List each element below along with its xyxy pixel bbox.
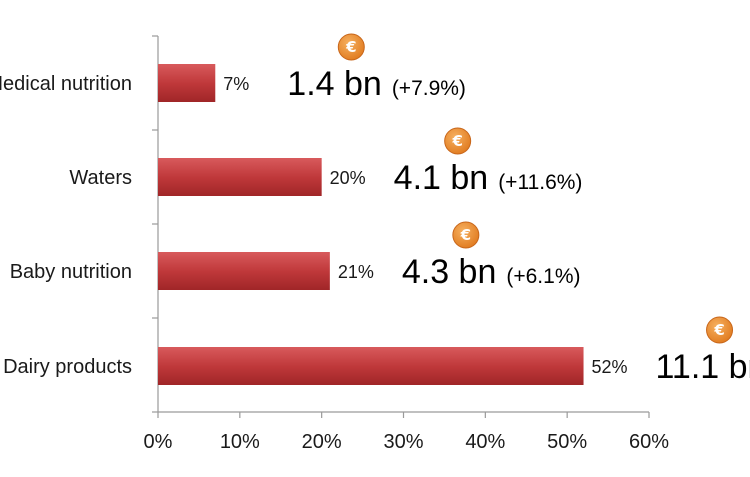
data-label: 20% — [330, 168, 366, 188]
axes: 0% 10% 20% 30% 40% 50% 60% — [144, 35, 669, 453]
revenue-annotation: 1.4 bn (+7.9%) — [287, 65, 466, 103]
euro-coin-icon: € — [452, 221, 480, 249]
category-label: Baby nutrition — [10, 261, 132, 283]
revenue-change: (+11.6%) — [498, 171, 582, 194]
revenue-annotation: 4.3 bn (+6.1%) — [402, 253, 581, 291]
euro-coin-icon: € — [337, 33, 365, 61]
euro-symbol: € — [460, 226, 471, 244]
data-label: 52% — [592, 357, 628, 377]
x-tick-label: 60% — [629, 431, 669, 453]
bar — [158, 64, 216, 102]
data-label: 7% — [223, 74, 249, 94]
category-label: Waters — [69, 167, 132, 189]
euro-symbol: € — [713, 321, 724, 339]
revenue-amount: 4.3 bn — [402, 253, 497, 291]
revenue-annotation: 11.1 bn — [656, 348, 750, 386]
category-label: Medical nutrition — [0, 73, 132, 95]
x-tick-label: 30% — [383, 431, 423, 453]
revenue-amount: 4.1 bn — [394, 159, 489, 197]
revenue-amount: 11.1 bn — [656, 348, 750, 386]
euro-coin-icon: € — [444, 127, 472, 155]
bar — [158, 347, 584, 385]
revenue-annotation: 4.1 bn (+11.6%) — [394, 159, 583, 197]
bars — [158, 64, 584, 385]
euro-symbol: € — [451, 132, 462, 150]
x-tick-label: 40% — [465, 431, 505, 453]
data-label: 21% — [338, 262, 374, 282]
x-tick-label: 10% — [220, 431, 260, 453]
x-tick-label: 20% — [302, 431, 342, 453]
euro-coin-icon: € — [706, 316, 734, 344]
bar — [158, 158, 322, 196]
revenue-change: (+7.9%) — [392, 77, 466, 100]
bar — [158, 252, 330, 290]
revenue-amount: 1.4 bn — [287, 65, 382, 103]
labels: Medical nutrition 7% 1.4 bn (+7.9%) € Waters 2… — [0, 33, 750, 386]
x-tick-label: 0% — [144, 431, 173, 453]
revenue-change: (+6.1%) — [506, 265, 580, 288]
x-tick-label: 50% — [547, 431, 587, 453]
category-label: Dairy products — [3, 356, 132, 378]
euro-symbol: € — [345, 38, 356, 56]
